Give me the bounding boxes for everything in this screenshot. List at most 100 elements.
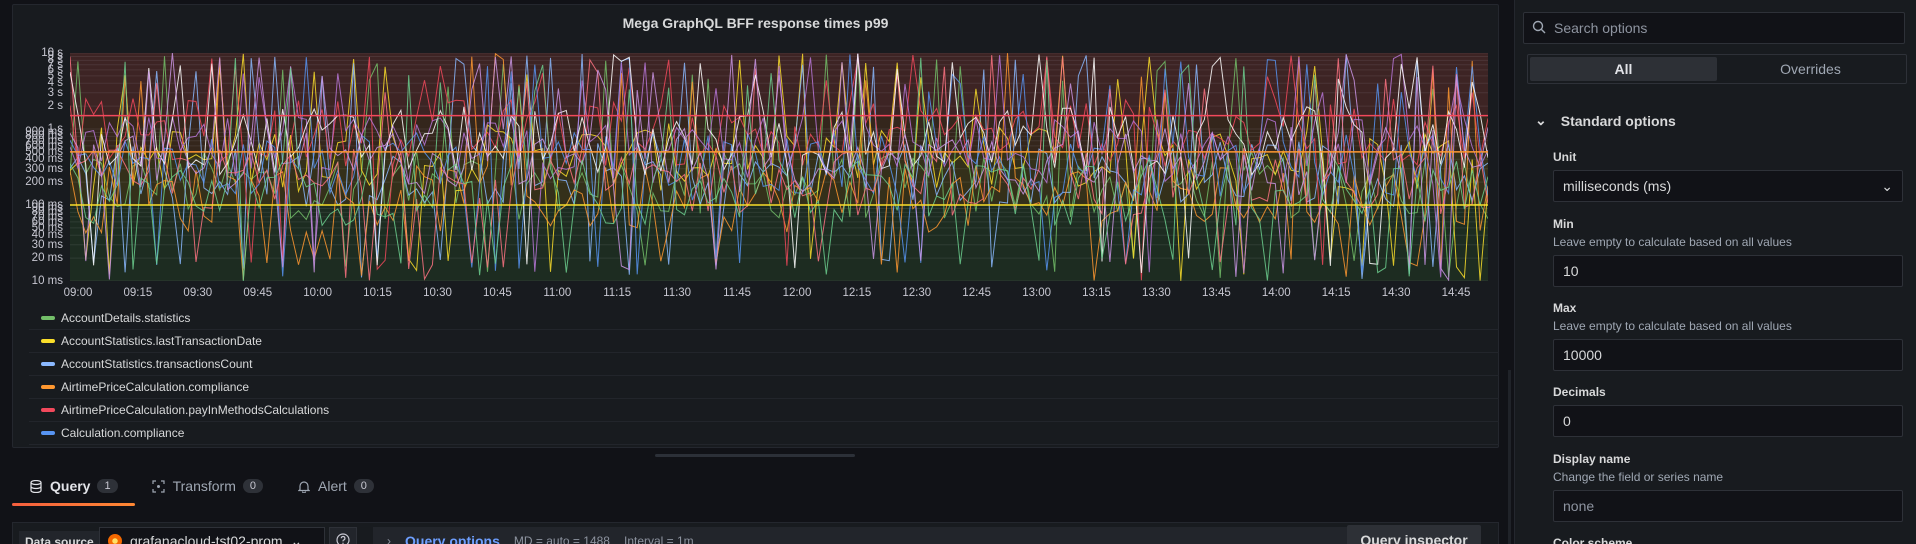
x-tick-label: 14:00 — [1261, 287, 1291, 299]
x-tick-label: 12:45 — [962, 287, 992, 299]
search-icon — [1532, 20, 1546, 37]
interval-value: Interval = 1m — [623, 534, 694, 544]
y-tick-label: 6 s — [47, 63, 63, 76]
series-line — [70, 55, 1488, 281]
database-icon — [29, 479, 43, 493]
query-options-bar[interactable]: › Query options MD = auto = 1488 Interva… — [373, 527, 1353, 544]
unit-select[interactable]: milliseconds (ms) ⌄ — [1553, 170, 1903, 202]
color-scheme-label: Color scheme — [1553, 536, 1633, 544]
y-tick-label: 1 s — [47, 123, 63, 135]
min-input[interactable]: 10 — [1553, 255, 1903, 287]
x-tick-label: 10:30 — [423, 287, 452, 299]
y-tick-label: 500 ms — [25, 145, 63, 158]
tab-all[interactable]: All — [1530, 57, 1717, 81]
tab-alert[interactable]: Alert 0 — [280, 468, 391, 504]
x-tick-label: 10:00 — [303, 287, 333, 299]
section-title: Standard options — [1560, 112, 1676, 129]
panel-resize-handle[interactable] — [655, 454, 855, 457]
legend-label: AirtimePriceCalculation.payInMethodsCalc… — [61, 403, 330, 417]
grafana-logo-icon — [108, 534, 122, 544]
legend-swatch — [41, 362, 55, 366]
tab-query[interactable]: Query 1 — [12, 468, 135, 506]
y-tick-label: 60 ms — [31, 215, 63, 228]
x-tick-label: 09:30 — [183, 287, 213, 299]
legend-label: Calculation.compliance — [61, 426, 185, 440]
plot-area[interactable] — [70, 53, 1488, 281]
max-description: Leave empty to calculate based on all va… — [1553, 319, 1792, 333]
search-options-input[interactable]: Search options — [1523, 12, 1905, 44]
unit-field: Unit milliseconds (ms) ⌄ — [1553, 150, 1903, 202]
legend-swatch — [41, 385, 55, 389]
y-tick-label: 400 ms — [25, 153, 63, 166]
x-tick-label: 11:45 — [723, 287, 751, 299]
chart-svg[interactable] — [70, 53, 1488, 281]
query-options-link[interactable]: Query options — [405, 533, 500, 544]
tab-overrides[interactable]: Overrides — [1780, 61, 1841, 77]
datasource-name: grafanacloud-tst02-prom — [130, 533, 283, 544]
bell-icon — [297, 479, 311, 493]
unit-value: milliseconds (ms) — [1563, 178, 1672, 194]
y-tick-label: 80 ms — [31, 206, 63, 219]
legend-label: AirtimePriceCalculation.compliance — [61, 380, 250, 394]
max-input[interactable]: 10000 — [1553, 339, 1903, 371]
y-tick-label: 40 ms — [31, 229, 63, 242]
search-placeholder: Search options — [1554, 20, 1648, 36]
tab-transform[interactable]: Transform 0 — [135, 468, 280, 504]
query-header-row: Data source grafanacloud-tst02-prom ⌄ › … — [12, 522, 1499, 544]
query-inspector-button[interactable]: Query inspector — [1347, 525, 1481, 544]
x-tick-label: 11:15 — [603, 287, 632, 299]
legend-item[interactable]: AccountStatistics.transactionsCount — [29, 353, 1499, 376]
options-pane: Search options All Overrides ⌄ Standard … — [1514, 0, 1916, 544]
legend-label: AccountStatistics.lastTransactionDate — [61, 334, 262, 348]
x-tick-label: 13:15 — [1082, 287, 1111, 299]
display-name-field: Display name Change the field or series … — [1553, 452, 1903, 522]
transform-icon — [152, 479, 166, 493]
y-tick-label: 10 s — [41, 47, 63, 59]
y-tick-label: 3 s — [47, 86, 63, 99]
y-tick-label: 7 s — [47, 58, 63, 71]
datasource-picker[interactable]: grafanacloud-tst02-prom ⌄ — [99, 527, 325, 544]
legend-item[interactable]: Calculation.compliance — [29, 422, 1499, 445]
x-tick-label: 12:30 — [902, 287, 932, 299]
y-tick-label: 20 ms — [31, 252, 63, 265]
y-tick-label: 4 s — [47, 77, 63, 90]
min-description: Leave empty to calculate based on all va… — [1553, 235, 1792, 249]
standard-options-header[interactable]: ⌄ Standard options — [1535, 112, 1676, 129]
color-scheme-field: Color scheme — [1553, 536, 1903, 544]
display-name-input[interactable]: none — [1553, 490, 1903, 522]
y-tick-label: 9 s — [47, 50, 63, 63]
x-tick-label: 09:00 — [63, 287, 93, 299]
display-name-description: Change the field or series name — [1553, 470, 1724, 484]
legend-item[interactable]: AccountStatistics.lastTransactionDate — [29, 330, 1499, 353]
decimals-input[interactable]: 0 — [1553, 405, 1903, 437]
y-tick-label: 8 s — [47, 54, 63, 67]
x-tick-label: 13:30 — [1142, 287, 1171, 299]
legend-item[interactable]: AccountDetails.statistics — [29, 307, 1499, 330]
decimals-field: Decimals 0 — [1553, 385, 1903, 437]
editor-tabs: Query 1 Transform 0 Alert 0 — [12, 468, 391, 506]
help-button[interactable] — [329, 527, 357, 544]
legend-label: AccountStatistics.transactionsCount — [61, 357, 253, 371]
legend-swatch — [41, 316, 55, 320]
x-tick-label: 12:15 — [842, 287, 872, 299]
chevron-down-icon: ⌄ — [290, 532, 303, 544]
tab-count-badge: 0 — [242, 479, 263, 493]
y-tick-label: 90 ms — [31, 202, 63, 215]
datasource-label: Data source — [19, 531, 100, 544]
y-tick-label: 600 ms — [25, 139, 63, 152]
min-field: Min Leave empty to calculate based on al… — [1553, 217, 1903, 287]
chevron-down-icon: ⌄ — [1535, 112, 1547, 128]
x-tick-label: 10:15 — [363, 287, 392, 299]
x-tick-label: 11:30 — [663, 287, 692, 299]
x-tick-label: 13:00 — [1022, 287, 1051, 299]
y-tick-label: 30 ms — [31, 238, 63, 251]
legend-item[interactable]: AirtimePriceCalculation.compliance — [29, 376, 1499, 399]
x-tick-label: 09:15 — [123, 287, 153, 299]
x-tick-label: 14:45 — [1441, 287, 1471, 299]
display-name-label: Display name — [1553, 452, 1631, 466]
series-line — [70, 53, 1488, 279]
tab-label: Alert — [318, 478, 347, 494]
x-axis: 09:00 09:15 09:30 09:45 10:00 10:15 10:30 10:45… — [64, 287, 1488, 303]
pane-splitter[interactable] — [1508, 370, 1511, 544]
legend-item[interactable]: AirtimePriceCalculation.payInMethodsCalc… — [29, 399, 1499, 422]
